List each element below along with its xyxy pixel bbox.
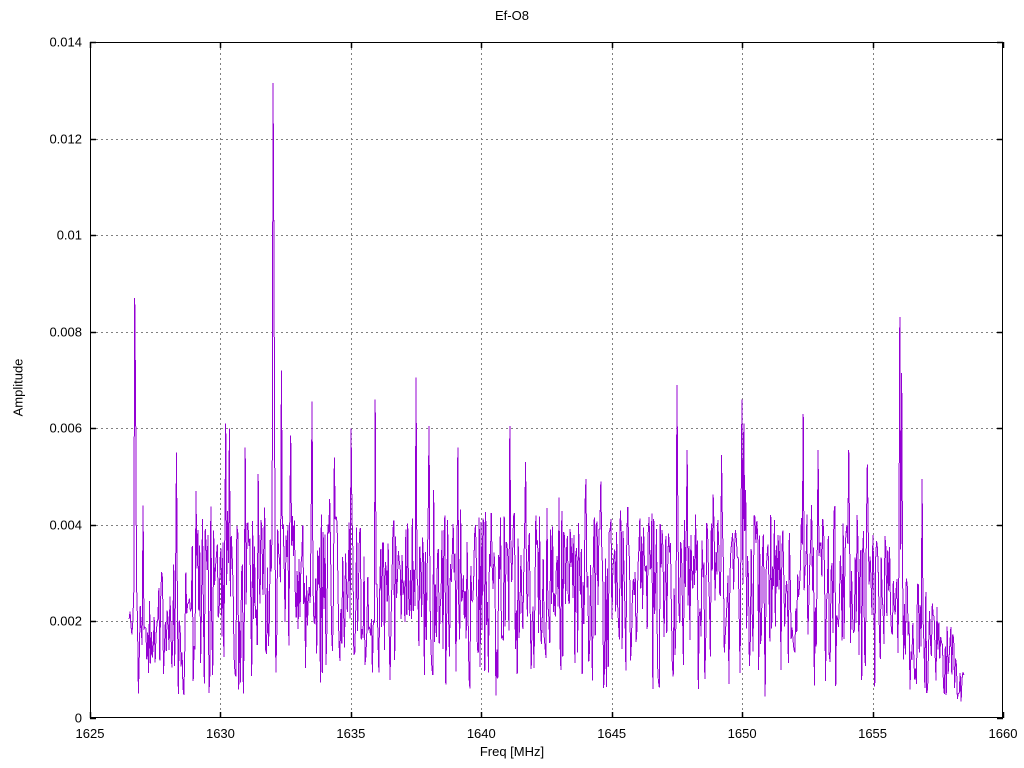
x-tick-label: 1625 [75,726,105,741]
x-axis-label: Freq [MHz] [479,744,545,759]
y-tick-label: 0.012 [49,131,82,147]
page-title: Ef-O8 [495,8,529,23]
y-tick-label: 0 [74,710,82,726]
y-tick-label: 0.006 [49,420,82,436]
y-tick-label: 0.002 [49,613,82,629]
plot-area-border [90,42,1003,718]
y-tick-label: 0.004 [49,517,82,533]
x-tick-label: 1655 [858,726,888,741]
x-tick-label: 1650 [727,726,757,741]
x-tick-label: 1630 [205,726,235,741]
y-tick-label: 0.01 [56,227,82,243]
y-tick-label: 0.008 [49,324,82,340]
x-tick-label: 1640 [466,726,496,741]
x-tick-label: 1635 [336,726,366,741]
y-tick-label: 0.014 [49,34,82,50]
x-tick-label: 1660 [988,726,1018,741]
x-tick-label: 1645 [597,726,627,741]
